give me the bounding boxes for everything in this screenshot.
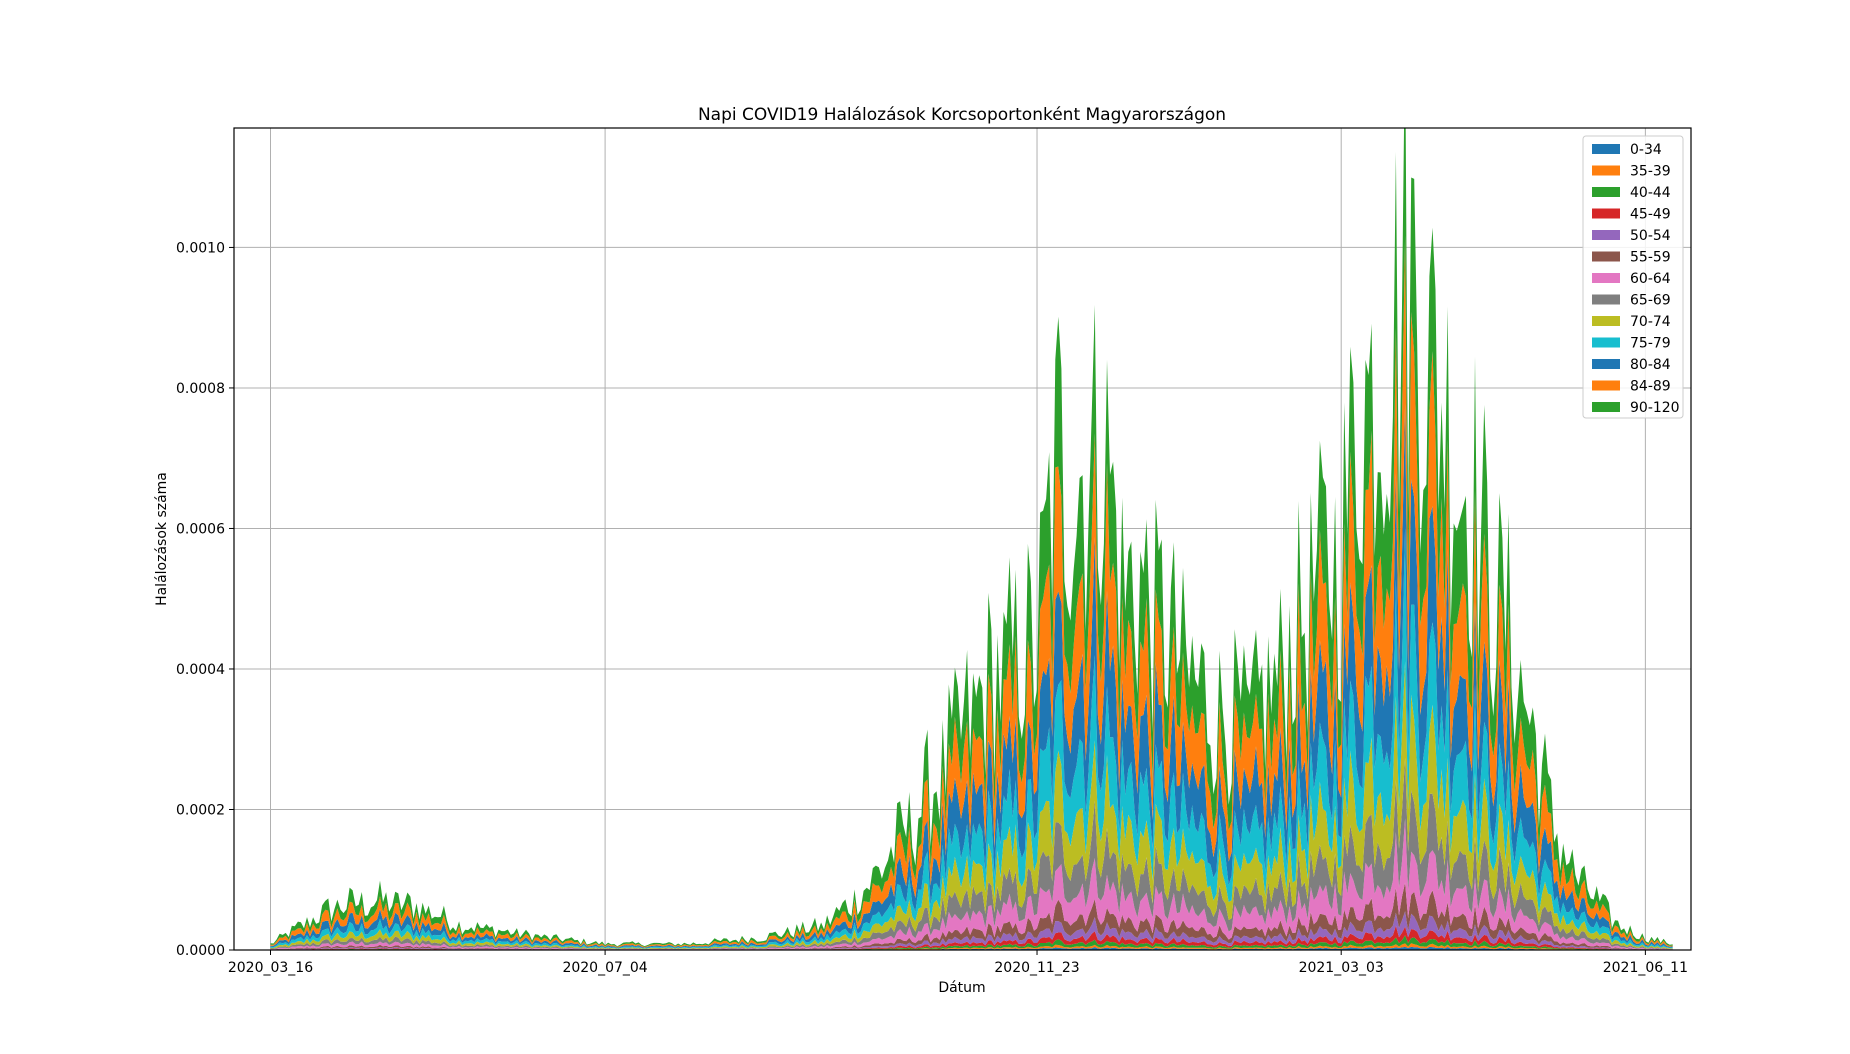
legend-label: 70-74: [1630, 314, 1671, 330]
legend-label: 45-49: [1630, 207, 1671, 223]
area-series-65-69: [270, 757, 1673, 950]
y-tick-label: 0.0008: [176, 381, 225, 397]
legend-swatch: [1592, 144, 1620, 154]
area-series-80-84: [270, 403, 1673, 949]
chart-title: Napi COVID19 Halálozások Korcsoportonkén…: [698, 105, 1226, 125]
legend-label: 35-39: [1630, 164, 1671, 180]
legend-swatch: [1592, 165, 1620, 176]
y-tick-label: 0.0004: [176, 662, 225, 678]
x-axis-label: Dátum: [938, 980, 985, 996]
legend-swatch: [1592, 208, 1620, 219]
y-tick-label: 0.0002: [176, 802, 225, 818]
x-tick-label: 2021_06_11: [1603, 960, 1688, 976]
legend-swatch: [1592, 359, 1620, 369]
area-series-0-34: [270, 946, 1673, 950]
plot-frame: [233, 127, 1692, 951]
legend-label: 40-44: [1630, 185, 1671, 201]
y-tick-label: 0.0010: [176, 240, 225, 256]
legend-swatch: [1592, 273, 1620, 283]
legend: 0-34 35-39 40-44 45-49 50-54 55-59 60-64 65-69 7…: [1582, 135, 1684, 419]
legend-swatch: [1592, 380, 1620, 391]
area-series-75-79: [270, 527, 1673, 949]
legend-swatch: [1592, 230, 1620, 240]
legend-label: 80-84: [1630, 357, 1671, 373]
legend-swatch: [1592, 337, 1620, 348]
y-tick-label: 0.0000: [176, 943, 225, 959]
area-series-90-120: [270, 128, 1673, 947]
x-tick-label: 2020_11_23: [994, 960, 1079, 976]
x-tick-label: 2021_03_03: [1299, 960, 1384, 976]
area-series-84-89: [270, 235, 1673, 948]
legend-label: 75-79: [1630, 336, 1671, 352]
x-tick-label: 2020_07_04: [562, 960, 647, 976]
x-tick-label: 2020_03_16: [228, 960, 313, 976]
area-series-40-44: [270, 935, 1673, 950]
y-tick-label: 0.0006: [176, 521, 225, 537]
legend-label: 65-69: [1630, 293, 1671, 309]
y-axis-ticks: 0.0000 0.0002 0.0004 0.0006 0.0008 0.0010: [176, 240, 234, 959]
legend-label: 60-64: [1630, 271, 1671, 287]
area-series-35-39: [270, 943, 1673, 950]
legend-swatch: [1592, 294, 1620, 305]
legend-swatch: [1592, 251, 1620, 262]
legend-label: 90-120: [1630, 400, 1680, 416]
y-axis-label: Halálozások száma: [154, 472, 170, 606]
legend-label: 0-34: [1630, 142, 1662, 158]
area-series-50-54: [270, 911, 1673, 950]
area-series-group: [270, 128, 1673, 950]
x-axis-ticks: 2020_03_16 2020_07_04 2020_11_23 2021_03_03…: [228, 950, 1688, 976]
legend-label: 50-54: [1630, 228, 1671, 244]
legend-swatch: [1592, 187, 1620, 197]
legend-swatch: [1592, 316, 1620, 326]
area-series-55-59: [270, 882, 1673, 950]
legend-swatch: [1592, 402, 1620, 412]
legend-label: 84-89: [1630, 379, 1671, 395]
area-series-45-49: [270, 925, 1673, 950]
legend-label: 55-59: [1630, 250, 1671, 266]
area-series-60-64: [270, 818, 1673, 950]
area-series-70-74: [270, 661, 1673, 950]
